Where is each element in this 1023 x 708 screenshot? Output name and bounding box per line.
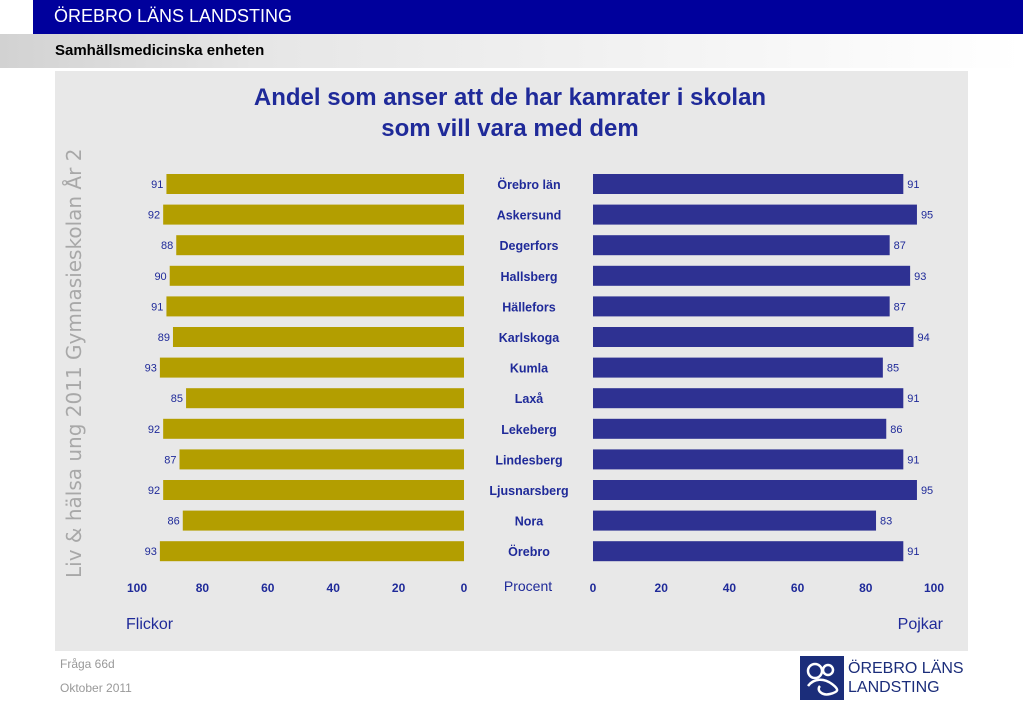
data-label-flickor: 93 [145,546,157,558]
data-label-pojkar: 91 [907,393,919,405]
chart-title-line1: Andel som anser att de har kamrater i sk… [253,84,767,111]
bar-flickor [163,480,464,500]
bar-flickor [159,541,464,562]
data-label-pojkar: 87 [894,240,906,252]
data-label-flickor: 88 [161,240,173,252]
data-label-pojkar: 87 [894,301,906,313]
bar-pojkar [593,480,917,500]
chart-title-line2: som vill vara med dem [381,115,639,142]
left-axis-tick-label: 40 [327,581,341,595]
data-label-flickor: 89 [158,332,170,344]
header-bar: ÖREBRO LÄNS LANDSTING [33,0,1023,34]
bar-pojkar [593,235,890,256]
bar-flickor [172,327,464,347]
bar-pojkar [593,327,914,347]
chart-title: Andel som anser att de har kamrater i sk… [100,82,920,144]
data-label-pojkar: 91 [907,179,919,191]
bar-pojkar [593,510,877,531]
question-label: Fråga 66d [60,657,115,671]
category-label: Örebro [508,544,550,559]
subheader-bar: Samhällsmedicinska enheten [0,34,1023,68]
bar-flickor [159,357,464,378]
left-axis-tick-label: 0 [461,581,468,595]
left-axis-tick-label: 60 [261,581,275,595]
data-label-flickor: 92 [148,210,160,222]
data-label-flickor: 91 [151,301,163,313]
bar-pojkar [593,449,904,470]
date-label: Oktober 2011 [60,681,132,695]
category-label: Laxå [515,392,544,406]
category-label: Lekeberg [501,423,557,437]
data-label-flickor: 90 [154,271,166,283]
right-axis-tick-label: 40 [723,581,737,595]
logo-text-line2: LANDSTING [848,679,940,696]
logo-emblem-icon [800,656,844,700]
data-label-flickor: 86 [168,516,180,528]
right-axis-tick-label: 60 [791,581,805,595]
logo-text-line1: ÖREBRO LÄNS [848,660,964,677]
data-label-pojkar: 91 [907,454,919,466]
bar-flickor [186,388,465,409]
bar-pojkar [593,357,883,378]
category-label: Örebro län [497,177,560,192]
data-label-flickor: 87 [164,454,176,466]
data-label-flickor: 93 [145,363,157,375]
data-label-pojkar: 95 [921,210,933,222]
category-label: Nora [515,515,545,529]
left-axis-tick-label: 100 [127,581,147,595]
bar-flickor [179,449,464,470]
bar-flickor [166,296,464,317]
axis-center-label: Procent [504,578,552,594]
category-label: Lindesberg [495,453,562,467]
bar-flickor [169,265,464,286]
right-axis-tick-label: 20 [655,581,669,595]
data-label-pojkar: 86 [890,424,902,436]
data-label-flickor: 92 [148,424,160,436]
category-label: Hallsberg [501,270,558,284]
bar-pojkar [593,265,911,286]
category-label: Kumla [510,362,549,376]
bar-pojkar [593,204,917,225]
department-title: Samhällsmedicinska enheten [55,42,265,59]
landsting-logo: ÖREBRO LÄNS LANDSTING [800,656,970,702]
bar-pojkar [593,174,904,194]
data-label-pojkar: 83 [880,516,892,528]
bar-flickor [176,235,465,256]
data-label-pojkar: 93 [914,271,926,283]
data-label-pojkar: 95 [921,485,933,497]
category-label: Karlskoga [499,331,560,345]
legend-flickor: Flickor [126,616,174,633]
bar-flickor [182,510,464,531]
right-axis-tick-label: 0 [590,581,597,595]
legend-pojkar: Pojkar [898,616,944,633]
bar-flickor [166,174,464,194]
left-axis-tick-label: 80 [196,581,210,595]
left-axis-tick-label: 20 [392,581,406,595]
bar-pojkar [593,296,890,317]
category-label: Askersund [497,209,562,223]
data-label-pojkar: 91 [907,546,919,558]
bar-pojkar [593,541,904,562]
logo-text: ÖREBRO LÄNS LANDSTING [848,659,964,697]
bar-pojkar [593,418,887,439]
bar-pojkar [593,388,904,409]
data-label-flickor: 91 [151,179,163,191]
data-label-pojkar: 85 [887,363,899,375]
category-label: Degerfors [499,239,558,253]
data-label-flickor: 85 [171,393,183,405]
data-label-flickor: 92 [148,485,160,497]
right-axis-tick-label: 100 [924,581,944,595]
category-label: Hällefors [502,300,556,314]
category-label: Ljusnarsberg [489,484,568,498]
bar-flickor [163,418,464,439]
right-axis-tick-label: 80 [859,581,873,595]
bar-flickor [163,204,464,225]
organization-title: ÖREBRO LÄNS LANDSTING [54,6,293,26]
data-label-pojkar: 94 [918,332,930,344]
